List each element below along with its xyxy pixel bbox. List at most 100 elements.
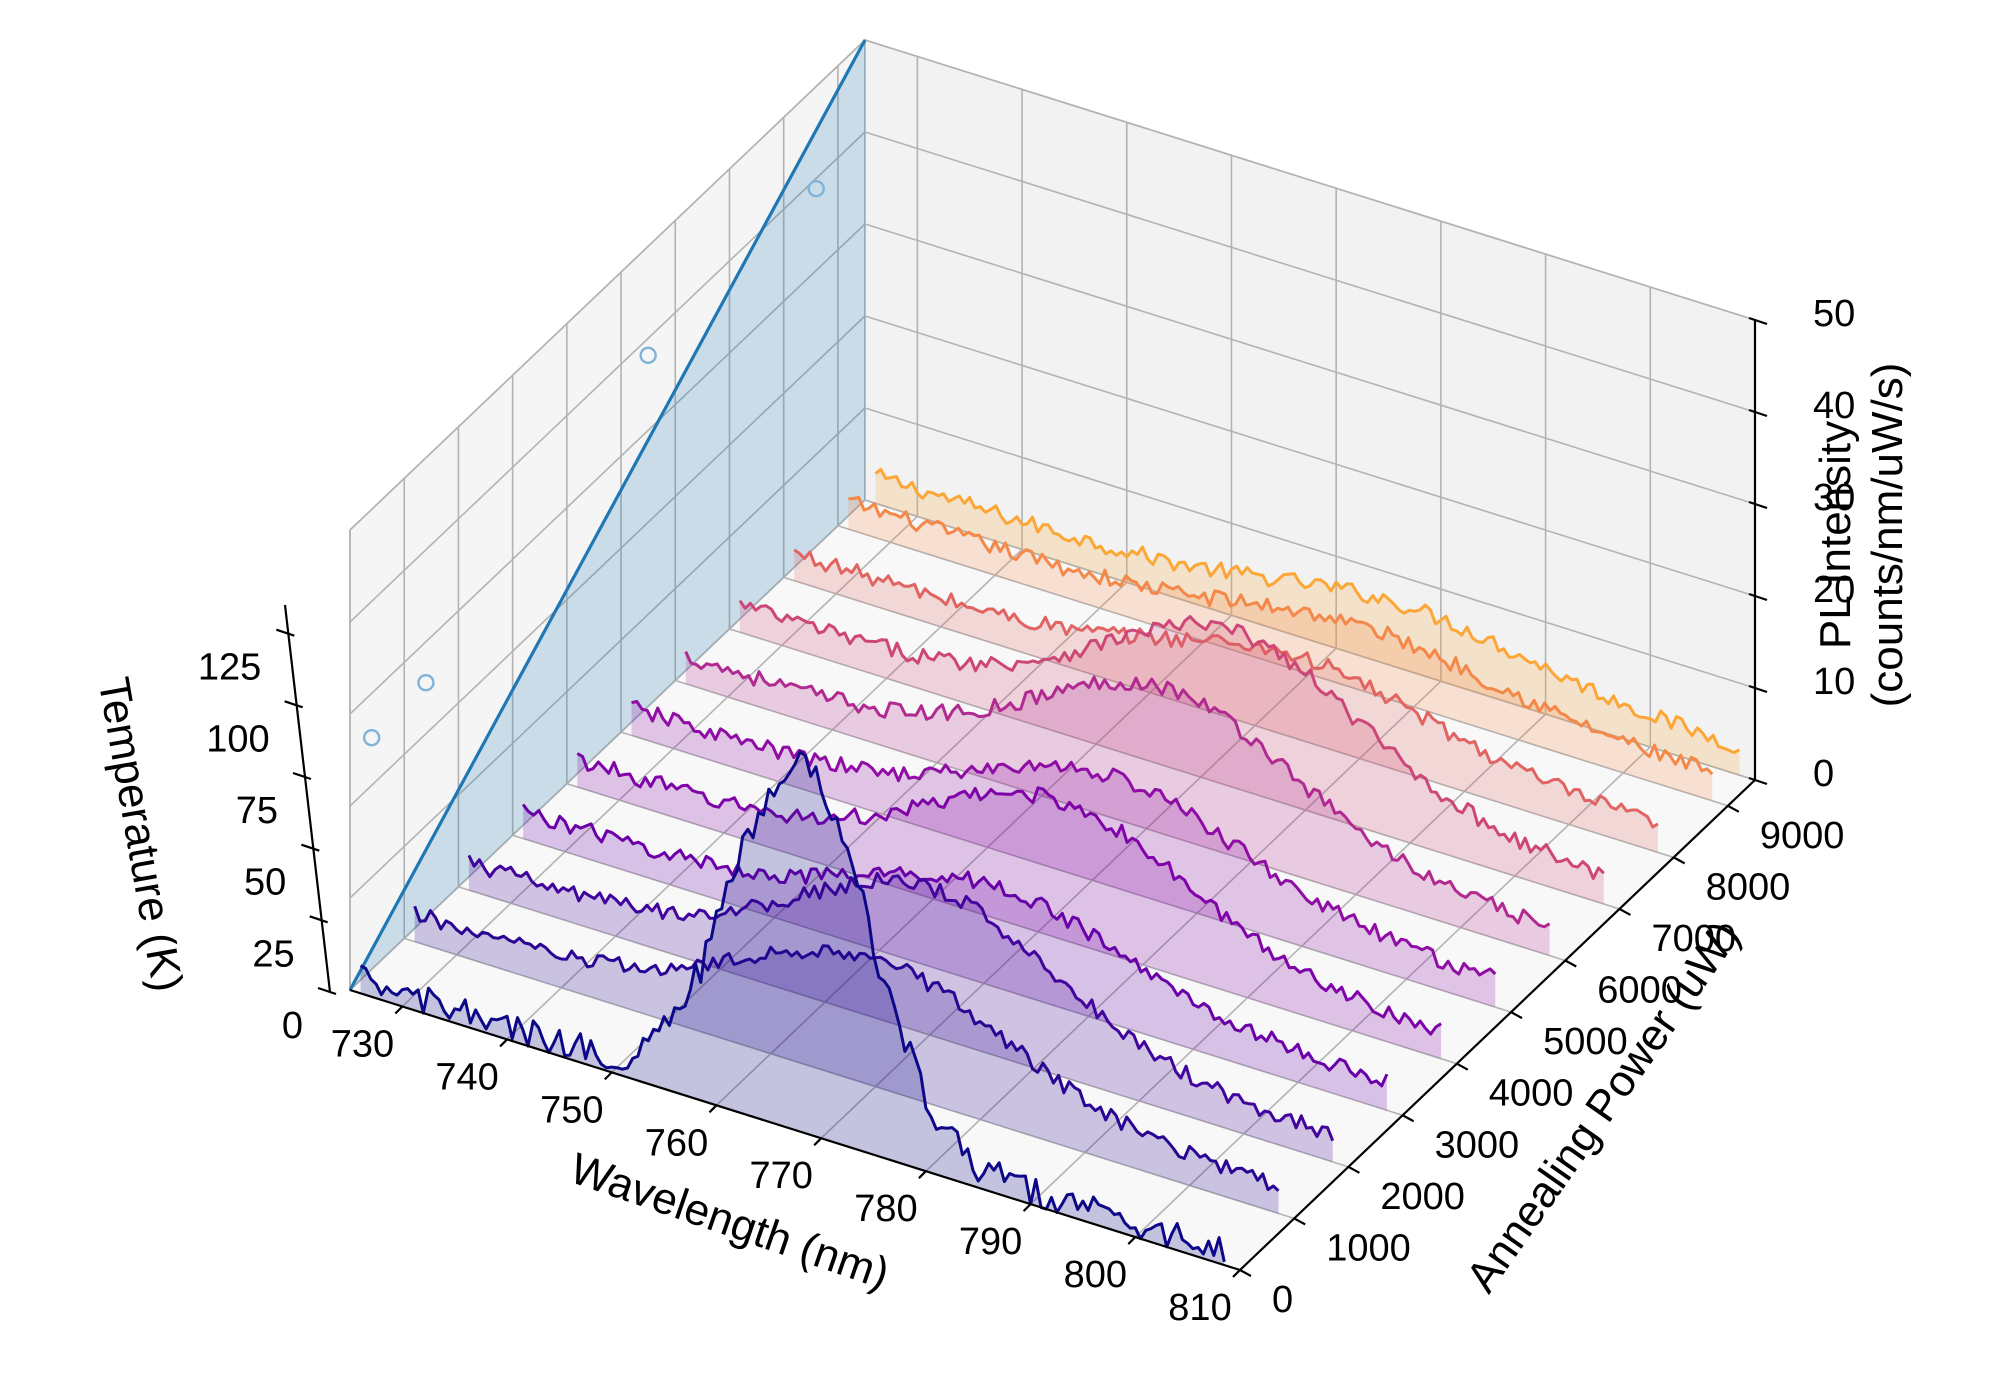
z-tick-label: 20 — [1813, 569, 1855, 611]
x-tick-label: 800 — [1064, 1254, 1127, 1296]
y-tick-label: 2000 — [1380, 1176, 1465, 1218]
grid-line-z — [349, 315, 866, 807]
x-tick-label: 730 — [331, 1024, 394, 1066]
grid-line-y — [620, 731, 1512, 1013]
temperature-point — [639, 346, 657, 365]
grid-line-x — [1134, 746, 1651, 1238]
x-tick-label: 810 — [1168, 1287, 1231, 1329]
x-tick-mark — [499, 1038, 508, 1048]
spectrum-line — [684, 650, 1551, 929]
grid-line-x — [401, 515, 918, 1008]
z-tick-label: 0 — [1813, 753, 1834, 795]
grid-line-y — [566, 782, 1458, 1065]
temperature-point — [417, 673, 435, 692]
spectrum-line — [576, 752, 1442, 1036]
z-tick-label: 30 — [1813, 477, 1855, 519]
y-tick-mark — [1239, 1269, 1252, 1277]
temperature-point — [362, 728, 381, 747]
spectrum-line — [738, 599, 1605, 880]
grid-line-x — [506, 548, 1023, 1040]
y-tick-mark — [1347, 1165, 1360, 1174]
x-tick-mark — [1127, 1236, 1137, 1245]
z-tick-mark — [1748, 592, 1768, 602]
z-tick-mark — [1748, 408, 1768, 418]
y-tick-label: 4000 — [1489, 1073, 1574, 1115]
grid-line-y — [458, 886, 1349, 1168]
grid-line-x — [1030, 713, 1547, 1205]
z-tick-label: 50 — [1813, 293, 1855, 335]
temperature-tick-label: 0 — [282, 1005, 303, 1047]
grid-line-z — [349, 499, 866, 991]
y-tick-mark — [1727, 804, 1740, 813]
x-tick-mark — [813, 1137, 822, 1147]
temperature-tick-label: 25 — [252, 933, 294, 975]
y-tick-mark — [1510, 1011, 1523, 1020]
x-tick-mark — [708, 1104, 718, 1114]
x-axis-label: Wavelength (nm) — [564, 1144, 895, 1299]
temperature-tick-label: 100 — [206, 718, 269, 760]
x-tick-label: 780 — [854, 1188, 917, 1230]
spectrum-line — [631, 700, 1497, 977]
temperature-tick-mark — [284, 700, 304, 709]
z-tick-mark — [1748, 684, 1768, 694]
temperature-tick-mark — [292, 771, 312, 781]
temperature-tick-label: 75 — [236, 790, 278, 832]
x-tick-label: 750 — [540, 1089, 603, 1131]
grid-line-z — [349, 407, 866, 899]
x-tick-mark — [1232, 1269, 1241, 1278]
x-tick-label: 790 — [959, 1221, 1022, 1263]
z-axis-label-line1: PL Intensity — [1811, 421, 1860, 649]
z-tick-mark — [1748, 776, 1768, 786]
y-tick-mark — [1456, 1062, 1469, 1071]
temperature-layer — [348, 39, 867, 991]
y-tick-label: 7000 — [1652, 918, 1737, 960]
axis-lines — [283, 320, 1757, 1272]
temperature-point — [807, 179, 825, 198]
y-tick-label: 0 — [1272, 1279, 1293, 1321]
grid-line-y — [675, 679, 1566, 962]
temperature-axis-line — [283, 604, 332, 993]
grid-line-z — [864, 315, 1756, 597]
grid-line-y — [403, 937, 1295, 1220]
spectrum-fill — [848, 497, 1713, 801]
spectrum-fill — [685, 651, 1550, 956]
grid-line-z — [349, 223, 866, 715]
temperature-tick-mark — [309, 915, 329, 924]
temperature-tick-label: 50 — [244, 862, 286, 904]
spectrum-fill — [794, 549, 1658, 853]
spectrum-fill — [360, 751, 1225, 1266]
grid-line-z — [349, 131, 866, 623]
y-tick-label: 6000 — [1597, 970, 1682, 1012]
x-tick-mark — [918, 1170, 927, 1179]
grid-line-y — [783, 576, 1674, 859]
z-tick-label: 10 — [1813, 661, 1855, 703]
z-tick-label: 40 — [1813, 385, 1855, 427]
temperature-axis-label: Temperature (K) — [89, 674, 192, 996]
grid-line-z — [864, 131, 1756, 413]
grid-line-x — [820, 647, 1337, 1139]
spectrum-fill — [875, 469, 1740, 776]
z-axis-label-line2: (counts/nm/uW/s) — [1863, 363, 1912, 708]
grid-line-z — [864, 407, 1756, 689]
y-tick-label: 5000 — [1543, 1021, 1628, 1063]
z-tick-mark — [1748, 500, 1768, 510]
temperature-tick-mark — [300, 843, 320, 852]
x-tick-mark — [394, 1005, 404, 1015]
spectrum-line — [793, 548, 1659, 829]
spectrum-line — [848, 495, 1714, 776]
temperature-tick-mark — [317, 986, 337, 996]
x-tick-mark — [1022, 1203, 1032, 1212]
x-tick-label: 770 — [749, 1155, 812, 1197]
y-tick-mark — [1673, 856, 1686, 865]
spectrum-line — [521, 803, 1389, 1088]
x-axis-line — [349, 988, 1241, 1272]
spectra-layer — [359, 467, 1741, 1266]
spectrum-fill — [739, 600, 1604, 904]
y-tick-label: 9000 — [1760, 815, 1845, 857]
temperature-line — [348, 39, 867, 991]
grid-line-x — [925, 680, 1442, 1172]
y-tick-label: 8000 — [1706, 866, 1791, 908]
spectrum-fill — [631, 701, 1496, 1008]
